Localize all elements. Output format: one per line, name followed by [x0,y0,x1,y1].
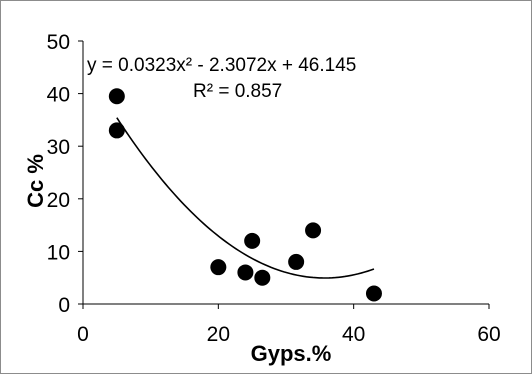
data-point [237,264,254,281]
data-point [254,269,271,286]
data-point [244,232,261,249]
y-axis-ticks: 0 10 20 30 40 50 [47,31,70,317]
x-tick-label: 60 [477,323,500,346]
y-tick-label: 30 [47,136,70,159]
x-tick-label: 40 [342,323,365,346]
data-point [108,122,125,139]
data-point [305,222,322,239]
trendline [116,117,375,279]
y-axis-title: Cc % [23,154,48,208]
data-point [288,253,305,270]
trendline-equation: y = 0.0323x² - 2.3072x + 46.145 [87,55,356,76]
y-tick-label: 0 [58,294,70,317]
y-tick-label: 40 [47,84,70,107]
y-tick-label: 20 [47,189,70,212]
data-point [210,259,227,276]
x-axis-title: Gyps.% [251,341,332,366]
y-tick-label: 50 [47,31,70,54]
axes [78,40,490,309]
x-axis-ticks: 0 20 40 60 [77,323,501,346]
y-tick-label: 10 [47,241,70,264]
data-point [108,88,125,105]
data-points [108,88,382,302]
x-tick-label: 20 [207,323,230,346]
x-tick-label: 0 [77,323,89,346]
trendline-r-squared: R² = 0.857 [193,81,282,102]
data-point [365,285,382,302]
